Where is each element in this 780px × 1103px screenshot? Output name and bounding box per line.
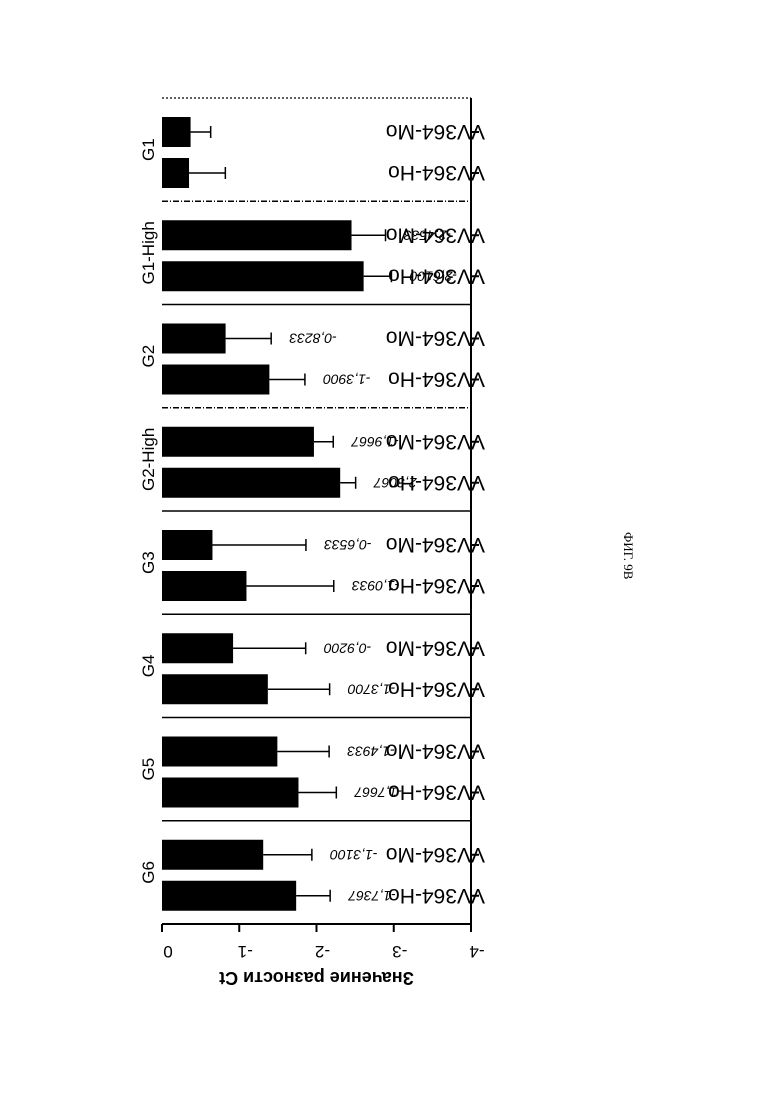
category-label: VV364-Mo [386,223,485,246]
bar [162,778,298,808]
bar [162,571,246,601]
data-label: -1,3100 [330,847,378,863]
bar [162,840,263,870]
bar [162,324,226,354]
category-label: VV364-Ho [388,781,485,804]
category-label: VV364-Ho [388,884,485,907]
data-label: -0,6533 [324,537,372,553]
category-label: VV364-Ho [388,677,485,700]
group-label: G2-High [139,428,158,491]
bar [162,220,352,250]
group-label: G3 [139,551,158,574]
group-label: G5 [139,758,158,781]
bar [162,261,364,291]
bar [162,674,268,704]
category-label: VV364-Ho [388,161,485,184]
category-label: VV364-Mo [386,533,485,556]
bar [162,468,340,498]
group-label: G6 [139,861,158,884]
value-axis-tick-label: -4 [469,942,484,961]
data-label: -0,9200 [324,640,372,656]
category-label: VV364-Ho [388,471,485,494]
group-label: G4 [139,655,158,678]
value-axis-tick-label: -3 [392,942,407,961]
category-label: VV364-Ho [388,368,485,391]
category-label: VV364-Ho [388,574,485,597]
bar [162,427,314,457]
bar [162,117,191,147]
value-axis-tick-label: -2 [315,942,330,961]
bar [162,158,189,188]
value-axis-tick-label: 0 [163,942,172,961]
category-label: VV364-Mo [386,636,485,659]
bar [162,633,233,663]
category-label: VV364-Mo [386,327,485,350]
data-label: -1,3900 [323,372,371,388]
category-label: VV364-Mo [386,430,485,453]
category-label: VV364-Ho [388,264,485,287]
group-label: G1 [139,138,158,161]
category-label: VV364-Mo [386,120,485,143]
value-axis-title: Значение разности Ct [219,968,414,988]
category-label: VV364-Mo [386,843,485,866]
value-axis-tick-label: -1 [238,942,253,961]
bar [162,530,212,560]
figure-caption-text: ФИГ. 9B [620,532,636,579]
bar [162,737,277,767]
category-label: VV364-Mo [386,740,485,763]
group-label: G2 [139,345,158,368]
data-label: -0,8233 [289,331,337,347]
group-label: G1-High [139,221,158,284]
bar [162,881,296,911]
bar [162,365,269,395]
